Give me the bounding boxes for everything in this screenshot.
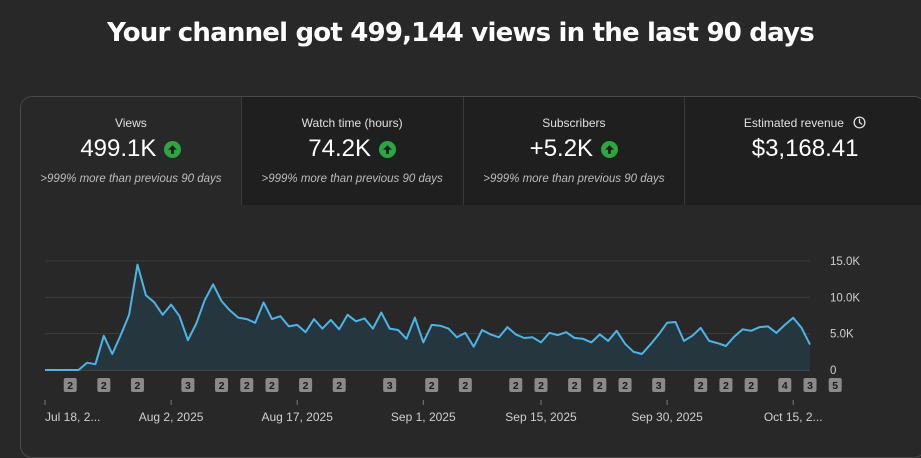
x-tick-label: Aug 17, 2025 — [261, 410, 333, 424]
x-tick-label: Sep 15, 2025 — [505, 410, 577, 424]
content-marker[interactable]: 2 — [458, 378, 472, 392]
metric-tab-views[interactable]: Views 499.1K >999% more than previous 90… — [21, 97, 242, 205]
content-marker[interactable]: 3 — [803, 378, 817, 392]
marker-count: 2 — [538, 380, 544, 392]
metric-value: 499.1K — [80, 135, 157, 162]
views-area — [45, 264, 810, 370]
x-tick-label: Jul 18, 2... — [45, 410, 100, 424]
content-marker[interactable]: 2 — [332, 378, 346, 392]
marker-count: 2 — [135, 380, 141, 392]
marker-count: 3 — [656, 380, 662, 392]
content-marker[interactable]: 4 — [778, 378, 792, 392]
content-marker[interactable]: 2 — [719, 378, 733, 392]
marker-count: 2 — [219, 380, 225, 392]
marker-count: 3 — [185, 380, 191, 392]
marker-count: 4 — [782, 380, 788, 392]
y-tick-label: 0 — [830, 365, 836, 377]
y-tick-label: 15.0K — [830, 256, 860, 268]
content-marker[interactable]: 5 — [828, 378, 842, 392]
metric-tab-subscribers[interactable]: Subscribers +5.2K >999% more than previo… — [463, 97, 686, 205]
x-tick-label: Aug 2, 2025 — [139, 410, 204, 424]
up-arrow-icon — [164, 140, 182, 158]
x-tick-label: Sep 1, 2025 — [391, 410, 456, 424]
marker-count: 2 — [723, 380, 729, 392]
content-marker[interactable]: 2 — [130, 378, 144, 392]
content-marker[interactable]: 3 — [652, 378, 666, 392]
content-marker[interactable]: 2 — [593, 378, 607, 392]
metric-comparison: >999% more than previous 90 days — [40, 173, 222, 185]
content-marker[interactable]: 2 — [63, 378, 77, 392]
marker-count: 2 — [698, 380, 704, 392]
marker-count: 3 — [387, 380, 393, 392]
metric-value: +5.2K — [529, 135, 594, 162]
marker-count: 2 — [572, 380, 578, 392]
up-arrow-icon — [601, 140, 619, 158]
marker-count: 2 — [429, 380, 435, 392]
metric-tab-watch-time[interactable]: Watch time (hours) 74.2K >999% more than… — [241, 97, 464, 205]
marker-count: 2 — [513, 380, 519, 392]
views-line — [45, 263, 811, 371]
marker-count: 2 — [597, 380, 603, 392]
content-marker[interactable]: 2 — [694, 378, 708, 392]
marker-count: 2 — [748, 380, 754, 392]
content-marker[interactable]: 2 — [265, 378, 279, 392]
content-marker[interactable]: 2 — [97, 378, 111, 392]
metric-value: 74.2K — [308, 135, 371, 162]
marker-count: 2 — [336, 380, 342, 392]
content-marker[interactable]: 3 — [181, 378, 195, 392]
metric-comparison: >999% more than previous 90 days — [483, 173, 665, 185]
metric-tab-revenue[interactable]: Estimated revenue $3,168.41 — [685, 97, 921, 205]
y-tick-label: 10.0K — [830, 292, 860, 304]
content-marker[interactable]: 2 — [618, 378, 632, 392]
page-headline: Your channel got 499,144 views in the la… — [107, 18, 815, 48]
marker-count: 2 — [244, 380, 250, 392]
content-marker[interactable]: 2 — [425, 378, 439, 392]
content-marker[interactable]: 2 — [534, 378, 548, 392]
content-marker[interactable]: 2 — [299, 378, 313, 392]
marker-count: 2 — [622, 380, 628, 392]
marker-count: 2 — [67, 380, 73, 392]
y-tick-label: 5.0K — [830, 329, 854, 341]
content-marker[interactable]: 2 — [240, 378, 254, 392]
metric-tabs: Views 499.1K >999% more than previous 90… — [21, 97, 921, 205]
views-chart: 15.0K 10.0K 5.0K 0 2 2 2 3 2 2 2 2 2 3 2 2 2 2 2 2 2 3 2 2 2 4 3 5 J… — [44, 256, 860, 424]
metric-label: Views — [114, 116, 147, 130]
marker-count: 2 — [101, 380, 107, 392]
marker-count: 3 — [807, 380, 813, 392]
content-marker[interactable]: 2 — [215, 378, 229, 392]
metric-label: Watch time (hours) — [301, 116, 403, 130]
metric-value: $3,168.41 — [751, 135, 859, 162]
clock-icon[interactable] — [853, 116, 866, 132]
content-marker[interactable]: 3 — [383, 378, 397, 392]
marker-count: 2 — [462, 380, 468, 392]
up-arrow-icon — [378, 140, 396, 158]
marker-count: 5 — [832, 380, 838, 392]
x-tick-label: Sep 30, 2025 — [631, 410, 703, 424]
marker-count: 2 — [269, 380, 275, 392]
marker-count: 2 — [303, 380, 309, 392]
content-marker[interactable]: 2 — [509, 378, 523, 392]
content-marker[interactable]: 2 — [744, 378, 758, 392]
overview-card: Views 499.1K >999% more than previous 90… — [20, 96, 921, 458]
x-tick-label: Oct 15, 2... — [764, 410, 823, 424]
metric-label: Estimated revenue — [743, 116, 844, 131]
metric-label: Subscribers — [542, 116, 606, 130]
metric-comparison: >999% more than previous 90 days — [261, 173, 443, 185]
content-marker[interactable]: 2 — [568, 378, 582, 392]
